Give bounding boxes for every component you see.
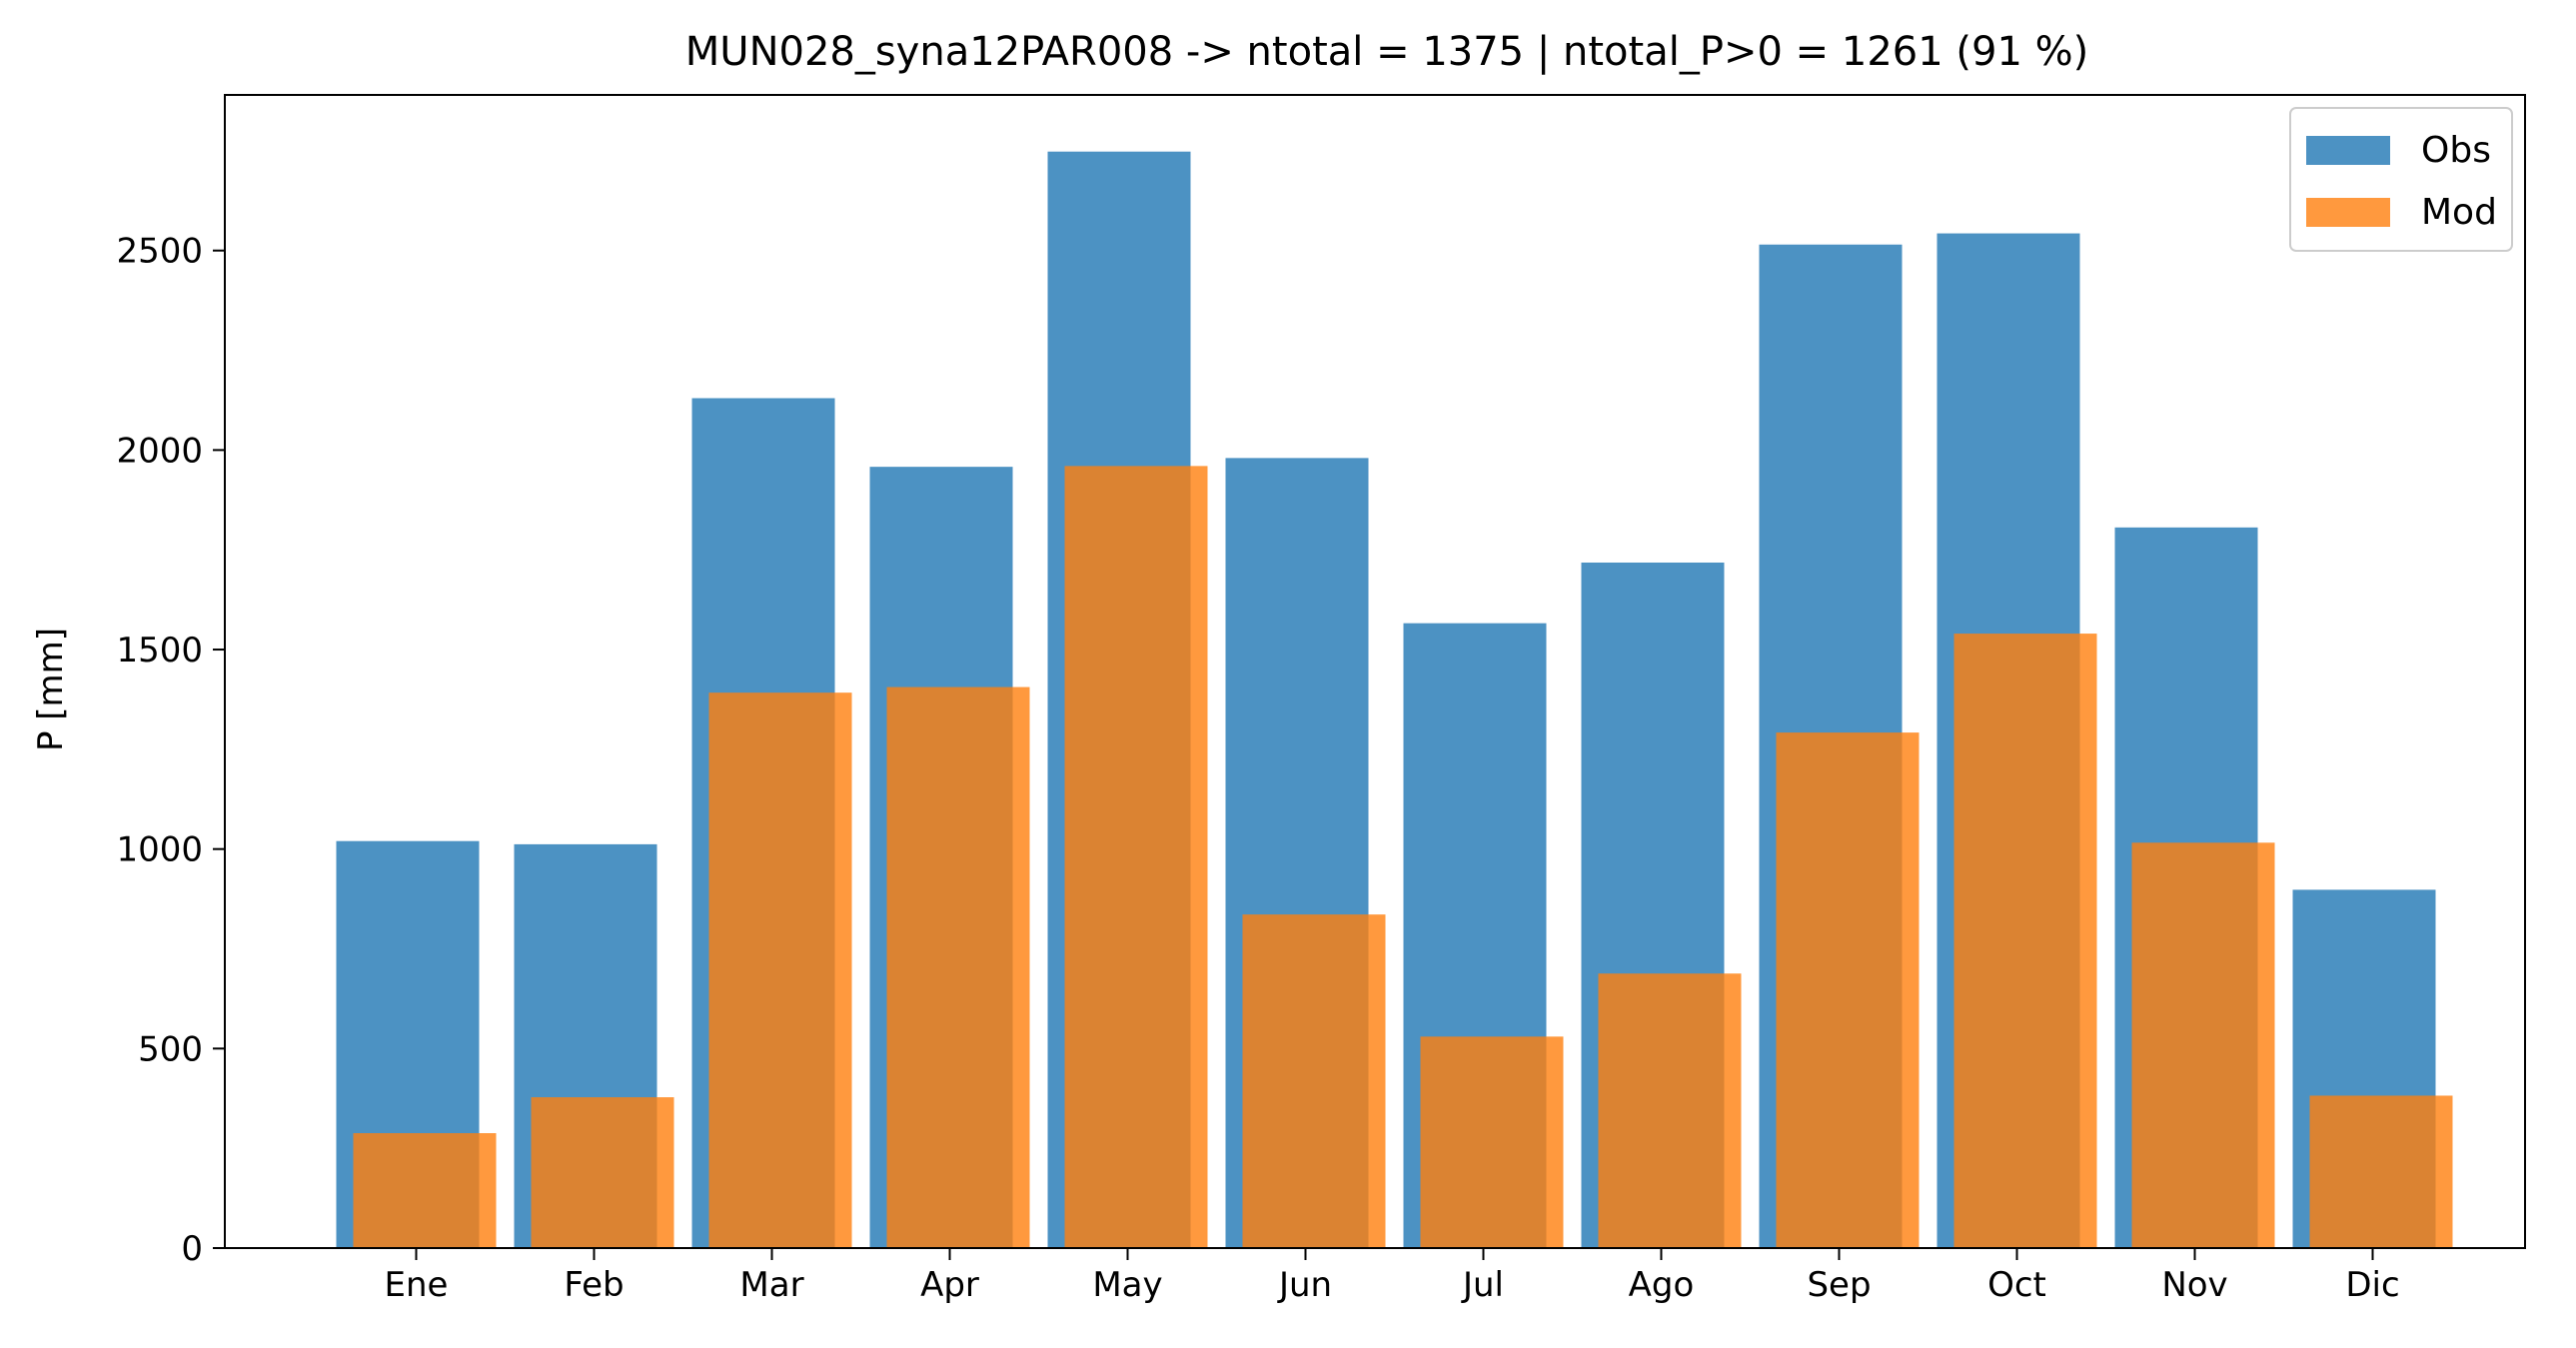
legend-label-mod: Mod [2421,192,2497,233]
bar-mod-ago [1598,973,1742,1248]
y-axis-ticks: 0 500 1000 1500 2000 2500 [116,232,225,1269]
y-tick-label: 0 [181,1229,203,1269]
x-tick-label-oct: Oct [1987,1265,2046,1305]
y-tick-label: 2500 [116,232,203,272]
x-tick-label-jun: Jun [1277,1265,1332,1305]
x-tick-label-may: May [1092,1265,1162,1305]
bar-mod-sep [1776,732,1920,1248]
x-tick-label-sep: Sep [1807,1265,1871,1305]
bar-mod-apr [886,686,1030,1248]
x-tick-label-apr: Apr [920,1265,979,1305]
legend-label-obs: Obs [2421,130,2491,171]
y-axis-label: P [mm] [31,628,71,751]
y-tick-label: 500 [138,1029,203,1069]
legend-swatch-mod [2306,198,2390,227]
x-tick-label-ago: Ago [1629,1265,1695,1305]
legend: Obs Mod [2289,107,2513,252]
bar-mod-may [1064,466,1208,1248]
x-tick-label-feb: Feb [564,1265,624,1305]
bar-mod-jul [1420,1036,1564,1248]
plot-area-frame [224,94,2526,1249]
bar-mod-oct [1953,634,2097,1248]
bar-mod-mar [708,692,852,1248]
bar-mod-feb [531,1097,674,1248]
bar-mod-ene [353,1132,497,1248]
bar-mod-jun [1242,914,1386,1248]
obs-series-bars [336,151,2436,1248]
y-tick-label: 1000 [116,830,203,870]
bar-mod-dic [2309,1095,2453,1248]
x-tick-label-jul: Jul [1461,1265,1504,1305]
x-tick-label-dic: Dic [2345,1265,2399,1305]
x-axis-ticks: Ene Feb Mar Apr May Jun Jul Ago Sep Oct Nov Dic [385,1248,2400,1305]
y-tick-label: 1500 [116,631,203,671]
mod-series-bars [353,466,2453,1248]
x-tick-label-nov: Nov [2161,1265,2227,1305]
x-tick-label-mar: Mar [739,1265,803,1305]
x-tick-label-ene: Ene [385,1265,449,1305]
chart-title: MUN028_syna12PAR008 -> ntotal = 1375 | n… [685,29,2088,75]
y-tick-label: 2000 [116,431,203,471]
bar-mod-nov [2131,842,2275,1248]
legend-swatch-obs [2306,136,2390,165]
